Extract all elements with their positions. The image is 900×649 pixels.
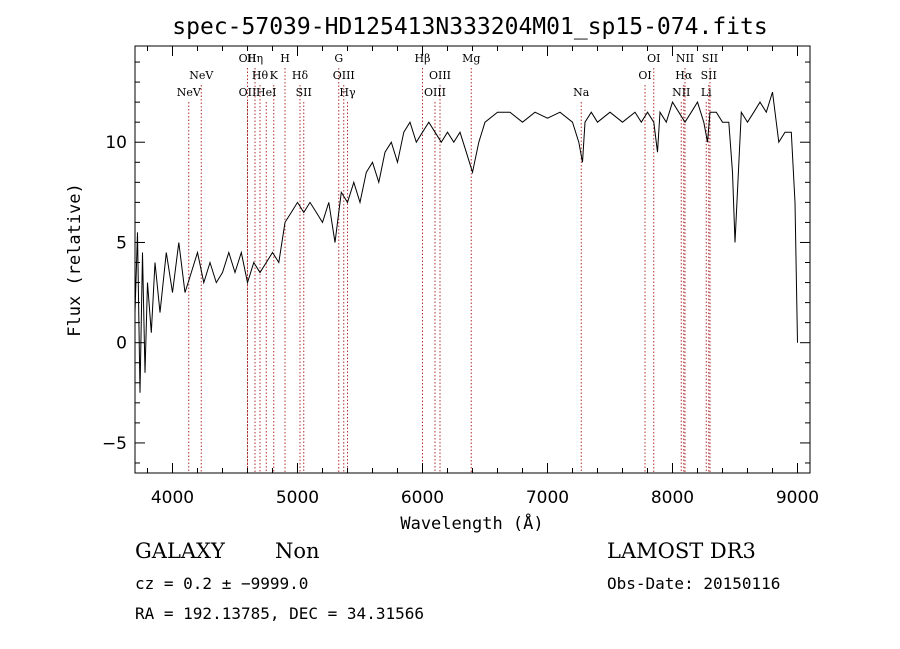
line-label-19: OI bbox=[647, 52, 660, 65]
line-label-25: SII bbox=[701, 69, 717, 82]
line-label-15: OIII bbox=[429, 69, 451, 82]
x-tick-label-2: 6000 bbox=[401, 488, 444, 508]
line-label-9: Hδ bbox=[292, 69, 309, 82]
chart-title: spec-57039-HD125413N333204M01_sp15-074.f… bbox=[172, 14, 767, 40]
y-tick-label-0: −5 bbox=[102, 434, 127, 454]
line-label-14: Hβ bbox=[415, 52, 431, 65]
line-label-13: Hγ bbox=[339, 86, 356, 99]
line-label-1: NeV bbox=[177, 86, 202, 99]
line-label-2: OII bbox=[239, 52, 257, 65]
line-label-24: SII bbox=[702, 52, 718, 65]
coordinates-line: RA = 192.13785, DEC = 34.31566 bbox=[135, 604, 424, 623]
line-label-23: NII bbox=[672, 86, 690, 99]
line-label-22: Hα bbox=[675, 69, 693, 82]
line-label-20: OI bbox=[638, 69, 651, 82]
line-label-3: OII bbox=[239, 86, 257, 99]
object-class: GALAXY bbox=[135, 539, 226, 563]
y-axis-label: Flux (relative) bbox=[65, 183, 85, 337]
object-subclass: Non bbox=[275, 539, 320, 563]
line-label-18: Na bbox=[573, 86, 590, 99]
line-label-12: OIII bbox=[333, 69, 355, 82]
x-tick-label-0: 4000 bbox=[151, 488, 194, 508]
line-label-11: G bbox=[334, 52, 343, 65]
redshift-line: cz = 0.2 ± −9999.0 bbox=[135, 574, 308, 593]
line-labels: NeVNeVOIIOIIHηHθHeIKHHδSIIGOIIIHγHβOIIIO… bbox=[177, 52, 718, 99]
x-tick-label-3: 7000 bbox=[526, 488, 569, 508]
x-tick-label-4: 8000 bbox=[651, 488, 694, 508]
line-label-4: Hη bbox=[247, 52, 263, 65]
line-label-26: Li bbox=[701, 86, 712, 99]
line-label-0: NeV bbox=[189, 69, 214, 82]
y-tick-label-2: 5 bbox=[116, 233, 127, 253]
x-tick-label-5: 9000 bbox=[776, 488, 819, 508]
line-label-8: H bbox=[280, 52, 290, 65]
x-tick-label-1: 5000 bbox=[276, 488, 319, 508]
line-markers bbox=[188, 68, 711, 473]
spectrum-line bbox=[134, 91, 798, 393]
survey-name: LAMOST DR3 bbox=[607, 539, 756, 563]
y-tick-label-3: 10 bbox=[105, 133, 127, 153]
line-label-17: Mg bbox=[462, 52, 480, 65]
observation-date: Obs-Date: 20150116 bbox=[607, 574, 780, 593]
y-ticks: −5 0 5 10 bbox=[102, 61, 810, 464]
line-label-16: OIII bbox=[424, 86, 446, 99]
line-label-7: K bbox=[270, 69, 279, 82]
x-ticks: 4000 5000 6000 7000 8000 9000 bbox=[147, 46, 819, 508]
line-label-21: NII bbox=[676, 52, 694, 65]
line-label-10: SII bbox=[296, 86, 312, 99]
line-label-5: Hθ bbox=[252, 69, 269, 82]
line-label-6: HeI bbox=[256, 86, 276, 99]
x-axis-label: Wavelength (Å) bbox=[400, 512, 543, 534]
y-tick-label-1: 0 bbox=[116, 334, 127, 354]
